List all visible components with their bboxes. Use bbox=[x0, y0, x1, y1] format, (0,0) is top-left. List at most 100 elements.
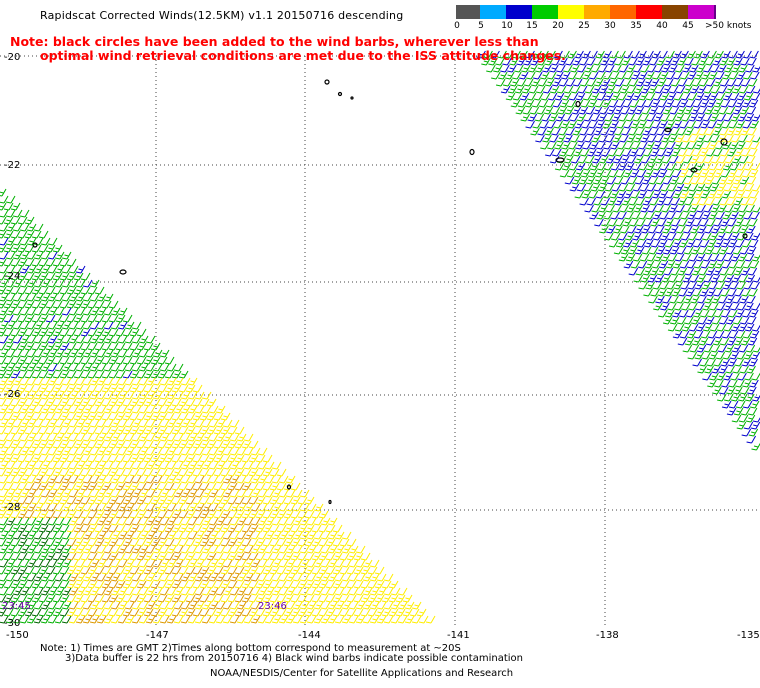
wind-barb bbox=[3, 370, 14, 379]
wind-barb bbox=[164, 524, 175, 533]
wind-barb bbox=[640, 204, 650, 213]
wind-barb bbox=[741, 288, 751, 297]
wind-barb bbox=[68, 265, 79, 274]
wind-barb bbox=[236, 475, 247, 484]
wind-barb bbox=[12, 335, 23, 344]
wind-barb bbox=[166, 363, 177, 372]
wind-barb bbox=[68, 335, 79, 344]
wind-barb bbox=[541, 113, 552, 122]
wind-barb bbox=[222, 419, 233, 428]
wind-barb bbox=[723, 232, 733, 241]
wind-barb bbox=[131, 531, 142, 540]
wind-barb bbox=[672, 50, 682, 59]
wind-barb bbox=[738, 64, 748, 73]
wind-barb bbox=[5, 349, 16, 358]
wind-barb bbox=[649, 57, 659, 66]
wind-barb bbox=[743, 421, 754, 430]
wind-barb bbox=[609, 120, 619, 129]
wind-barb bbox=[711, 225, 721, 234]
wind-barb bbox=[12, 615, 23, 624]
wind-barb bbox=[304, 538, 315, 547]
wind-barb bbox=[80, 552, 91, 561]
wind-barb bbox=[739, 106, 750, 115]
wind-barb bbox=[201, 587, 212, 596]
wind-barb bbox=[115, 482, 126, 491]
wind-barb bbox=[0, 342, 7, 351]
wind-barb bbox=[591, 134, 601, 143]
wind-barb bbox=[713, 99, 724, 108]
wind-barb bbox=[5, 237, 16, 246]
wind-barb bbox=[5, 405, 16, 414]
wind-barb bbox=[47, 475, 58, 484]
wind-barb bbox=[150, 538, 161, 547]
wind-barb bbox=[659, 162, 670, 171]
wind-barb bbox=[255, 510, 266, 519]
wind-barb bbox=[575, 92, 586, 101]
wind-barb bbox=[45, 496, 56, 505]
wind-barb bbox=[679, 260, 690, 269]
wind-barb bbox=[87, 426, 98, 435]
wind-barb bbox=[38, 538, 49, 547]
wind-barb bbox=[5, 531, 16, 540]
wind-barb bbox=[108, 524, 119, 533]
wind-barb bbox=[54, 531, 65, 540]
wind-barb bbox=[82, 531, 93, 540]
wind-barb bbox=[411, 601, 422, 610]
wind-barb bbox=[306, 573, 317, 582]
wind-barb bbox=[691, 57, 701, 66]
wind-barb bbox=[369, 615, 380, 624]
wind-barb bbox=[52, 314, 63, 323]
wind-barb bbox=[143, 580, 154, 589]
wind-barb bbox=[553, 50, 563, 59]
wind-barb bbox=[622, 148, 632, 157]
wind-barb bbox=[45, 580, 56, 589]
wind-barb bbox=[507, 64, 517, 73]
wind-barb bbox=[152, 559, 163, 568]
wind-barb bbox=[129, 552, 140, 561]
wind-barb bbox=[590, 183, 601, 192]
wind-barb bbox=[75, 615, 86, 624]
wind-barb bbox=[729, 281, 739, 290]
wind-barb bbox=[591, 85, 602, 94]
wind-barb bbox=[728, 309, 738, 318]
wind-barb bbox=[283, 496, 294, 505]
wind-barb bbox=[115, 468, 126, 477]
wind-barb bbox=[96, 587, 107, 596]
wind-barb bbox=[663, 57, 673, 66]
wind-barb bbox=[108, 468, 119, 477]
wind-barb bbox=[222, 573, 233, 582]
wind-barb bbox=[750, 211, 760, 220]
wind-barb bbox=[586, 197, 596, 206]
wind-barb bbox=[194, 447, 205, 456]
wind-barb bbox=[122, 384, 133, 393]
wind-barb bbox=[586, 127, 596, 136]
wind-barb bbox=[122, 314, 133, 323]
wind-barb bbox=[94, 608, 105, 617]
wind-barb bbox=[742, 120, 752, 129]
wind-barb bbox=[82, 349, 93, 358]
wind-barb bbox=[699, 288, 709, 297]
wind-barb bbox=[297, 608, 308, 617]
wind-barb bbox=[96, 503, 107, 512]
wind-barb bbox=[117, 447, 128, 456]
wind-barb bbox=[749, 309, 759, 318]
wind-barb bbox=[171, 412, 182, 421]
wind-barb bbox=[264, 531, 275, 540]
wind-barb bbox=[173, 517, 184, 526]
wind-barb bbox=[17, 468, 28, 477]
wind-barb bbox=[68, 279, 79, 288]
wind-barb bbox=[271, 615, 282, 624]
wind-barb bbox=[157, 440, 168, 449]
wind-barb bbox=[313, 615, 324, 624]
wind-barb bbox=[276, 524, 287, 533]
wind-barb bbox=[47, 363, 58, 372]
wind-barb bbox=[554, 162, 565, 171]
wind-barb bbox=[47, 237, 58, 246]
wind-barb bbox=[716, 302, 726, 311]
wind-barb bbox=[110, 531, 121, 540]
wind-barb bbox=[571, 176, 582, 185]
wind-barb bbox=[3, 552, 14, 561]
wind-barb bbox=[45, 300, 56, 309]
wind-barb bbox=[31, 258, 42, 267]
wind-barb bbox=[706, 358, 716, 367]
